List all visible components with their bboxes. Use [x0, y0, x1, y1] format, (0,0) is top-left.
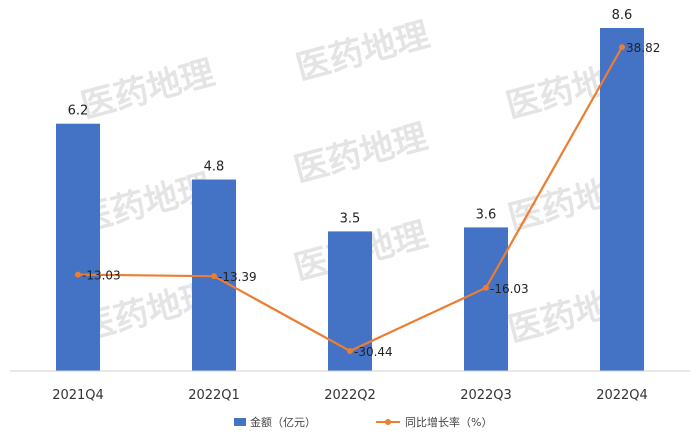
bar [328, 231, 372, 371]
bar [464, 227, 508, 371]
bar-series: 6.2 4.8 3.5 3.6 8.6 [56, 8, 644, 372]
watermark-text: 医药地理 [77, 53, 219, 127]
x-tick-label: 2021Q4 [52, 388, 104, 403]
line-point [619, 44, 625, 51]
line-point [211, 273, 217, 280]
x-tick-label: 2022Q3 [460, 388, 512, 403]
x-tick-label: 2022Q4 [596, 388, 648, 403]
watermark-text: 医药地理 [290, 117, 432, 191]
bar-value-label: 3.5 [340, 211, 361, 226]
line-series: -13.03 -13.39 -30.44 -16.03 38.82 [75, 41, 660, 359]
legend-line-marker [385, 419, 391, 425]
bar-value-label: 4.8 [204, 160, 225, 175]
line-point [347, 347, 353, 354]
bar [56, 123, 100, 371]
bar-value-label: 3.6 [476, 207, 497, 222]
watermark-text: 医药地理 [292, 15, 434, 89]
legend-bar-swatch [234, 418, 246, 426]
line-value-label: -13.03 [82, 269, 121, 283]
line-value-label: 38.82 [626, 41, 660, 55]
x-tick-label: 2022Q2 [324, 388, 376, 403]
line-value-label: -30.44 [354, 345, 393, 359]
bar [600, 27, 644, 372]
line-point [483, 284, 489, 291]
legend-bar-label: 金额（亿元） [250, 415, 316, 429]
legend-line-label: 同比增长率（%） [405, 415, 492, 429]
bar-value-label: 8.6 [612, 8, 633, 23]
x-tick-label: 2022Q1 [188, 388, 240, 403]
bar-value-label: 6.2 [68, 104, 89, 119]
legend: 金额（亿元） 同比增长率（%） [234, 415, 492, 429]
x-tick-labels: 2021Q4 2022Q1 2022Q2 2022Q3 2022Q4 [52, 388, 648, 403]
line-value-label: -13.39 [218, 270, 257, 284]
line-point [75, 271, 81, 278]
line-value-label: -16.03 [490, 282, 529, 296]
